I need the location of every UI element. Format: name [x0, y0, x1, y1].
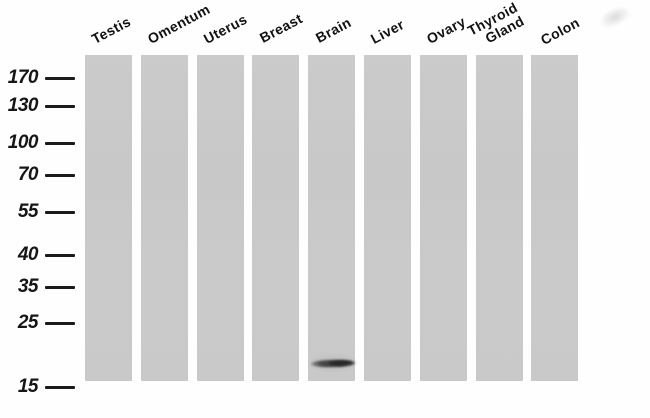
lane-brain: [308, 55, 355, 381]
lane-label-thyroid-gland: Thyroid Gland: [464, 0, 527, 47]
marker-label-100: 100: [7, 132, 39, 153]
lane-label-brain: Brain: [312, 14, 354, 46]
lane-uterus: [197, 55, 244, 381]
marker-tick-15: [45, 386, 75, 389]
marker-tick-130: [45, 105, 75, 108]
marker-tick-40: [45, 254, 75, 257]
marker-label-55: 55: [17, 201, 39, 222]
marker-tick-35: [45, 286, 75, 289]
marker-label-130: 130: [7, 95, 39, 116]
lane-label-liver: Liver: [367, 16, 407, 47]
marker-label-40: 40: [17, 244, 39, 265]
marker-label-35: 35: [17, 276, 39, 297]
marker-tick-55: [45, 211, 75, 214]
marker-label-15: 15: [17, 376, 39, 397]
marker-label-170: 170: [7, 67, 39, 88]
lane-label-omentum: Omentum: [144, 0, 213, 47]
marker-tick-25: [45, 322, 75, 325]
lane-label-testis: Testis: [88, 13, 134, 47]
lane-thyroid-gland: [476, 55, 523, 381]
lane-liver: [364, 55, 411, 381]
lane-label-colon: Colon: [537, 14, 583, 48]
marker-tick-170: [45, 77, 75, 80]
marker-label-25: 25: [17, 312, 39, 333]
lane-breast: [252, 55, 299, 381]
lane-testis: [85, 55, 132, 381]
lane-ovary: [420, 55, 467, 381]
lane-omentum: [141, 55, 188, 381]
lane-label-breast: Breast: [256, 10, 306, 46]
cropped-text-artifact: [595, 1, 635, 33]
lane-label-ovary: Ovary: [423, 13, 469, 47]
marker-label-70: 70: [17, 164, 39, 185]
marker-tick-70: [45, 174, 75, 177]
lane-colon: [531, 55, 578, 381]
marker-tick-100: [45, 142, 75, 145]
